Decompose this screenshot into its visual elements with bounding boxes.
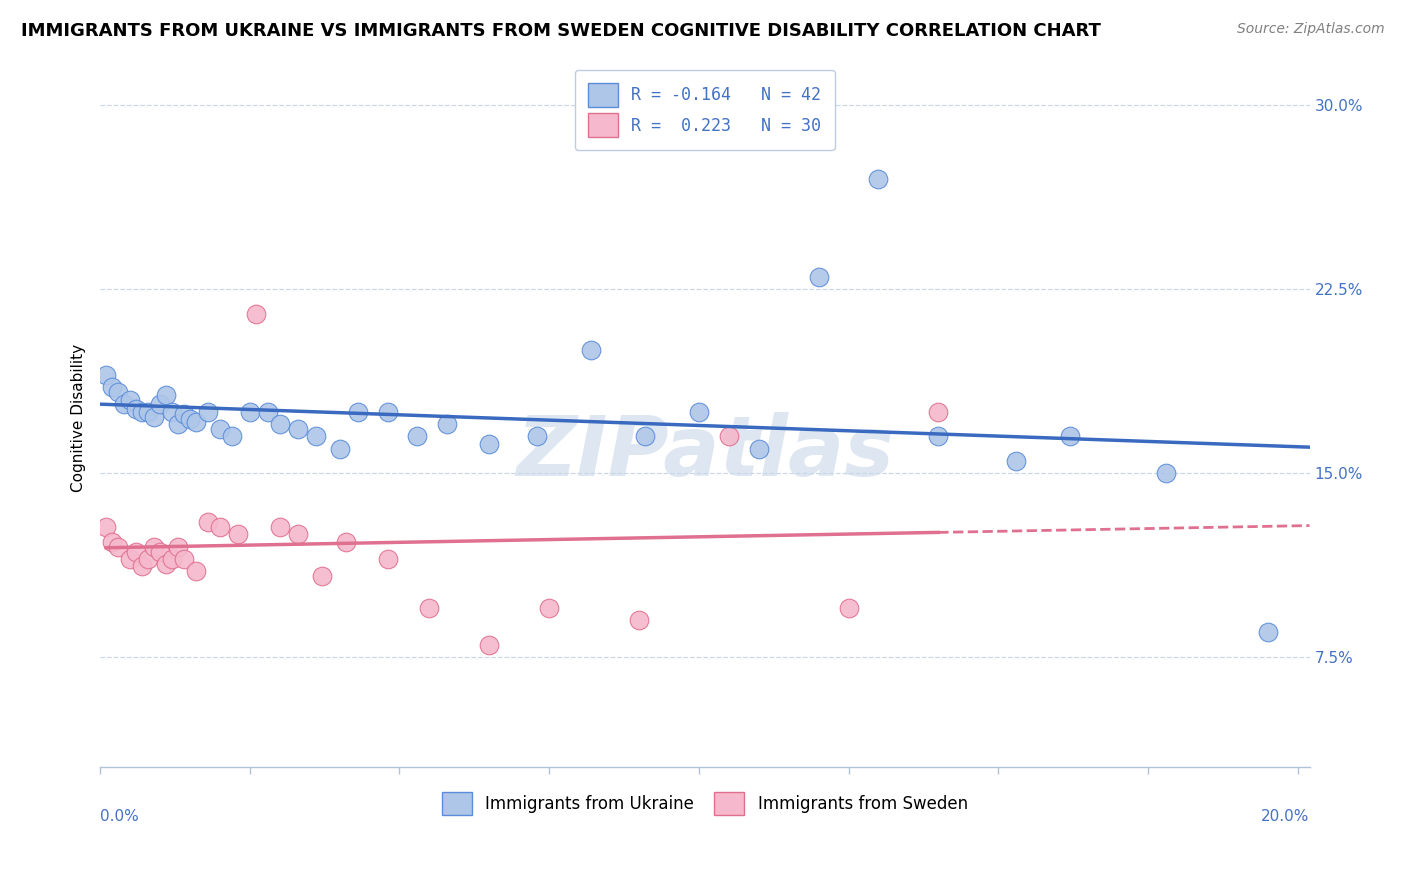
Point — [107, 540, 129, 554]
Point — [167, 540, 190, 554]
Text: Source: ZipAtlas.com: Source: ZipAtlas.com — [1237, 22, 1385, 37]
Point — [377, 552, 399, 566]
Point — [120, 392, 142, 407]
Point — [305, 429, 328, 443]
Point — [167, 417, 190, 431]
Point — [287, 527, 309, 541]
Point — [717, 429, 740, 443]
Point — [155, 387, 177, 401]
Point — [125, 544, 148, 558]
Point — [184, 415, 207, 429]
Point — [335, 534, 357, 549]
Point — [311, 569, 333, 583]
Point — [208, 422, 231, 436]
Point — [155, 557, 177, 571]
Point — [239, 405, 262, 419]
Point — [149, 544, 172, 558]
Point — [184, 564, 207, 578]
Point — [101, 534, 124, 549]
Point — [101, 380, 124, 394]
Point — [125, 402, 148, 417]
Point — [627, 613, 650, 627]
Point — [94, 520, 117, 534]
Point — [478, 638, 501, 652]
Point — [927, 429, 949, 443]
Point — [538, 601, 561, 615]
Point — [688, 405, 710, 419]
Point — [131, 405, 153, 419]
Point — [120, 552, 142, 566]
Point — [256, 405, 278, 419]
Point — [478, 436, 501, 450]
Point — [807, 269, 830, 284]
Point — [179, 412, 201, 426]
Point — [226, 527, 249, 541]
Point — [748, 442, 770, 456]
Point — [112, 397, 135, 411]
Point — [346, 405, 368, 419]
Point — [837, 601, 859, 615]
Point — [131, 559, 153, 574]
Text: 20.0%: 20.0% — [1261, 809, 1309, 824]
Point — [107, 385, 129, 400]
Point — [197, 405, 219, 419]
Text: 0.0%: 0.0% — [100, 809, 139, 824]
Point — [269, 417, 291, 431]
Point — [245, 307, 267, 321]
Point — [149, 397, 172, 411]
Point — [329, 442, 352, 456]
Point — [197, 515, 219, 529]
Point — [143, 540, 166, 554]
Point — [160, 405, 183, 419]
Point — [136, 405, 159, 419]
Point — [269, 520, 291, 534]
Point — [1154, 466, 1177, 480]
Point — [436, 417, 458, 431]
Point — [418, 601, 440, 615]
Point — [173, 407, 195, 421]
Point — [927, 405, 949, 419]
Point — [1059, 429, 1081, 443]
Point — [406, 429, 429, 443]
Point — [377, 405, 399, 419]
Point — [173, 552, 195, 566]
Point — [1005, 454, 1028, 468]
Point — [579, 343, 602, 358]
Point — [160, 552, 183, 566]
Point — [526, 429, 548, 443]
Point — [221, 429, 243, 443]
Point — [143, 409, 166, 424]
Point — [868, 172, 890, 186]
Y-axis label: Cognitive Disability: Cognitive Disability — [72, 343, 86, 492]
Text: IMMIGRANTS FROM UKRAINE VS IMMIGRANTS FROM SWEDEN COGNITIVE DISABILITY CORRELATI: IMMIGRANTS FROM UKRAINE VS IMMIGRANTS FR… — [21, 22, 1101, 40]
Point — [634, 429, 657, 443]
Legend: Immigrants from Ukraine, Immigrants from Sweden: Immigrants from Ukraine, Immigrants from… — [436, 785, 974, 822]
Point — [1257, 625, 1279, 640]
Point — [287, 422, 309, 436]
Point — [136, 552, 159, 566]
Text: ZIPatlas: ZIPatlas — [516, 412, 894, 493]
Point — [208, 520, 231, 534]
Point — [94, 368, 117, 382]
